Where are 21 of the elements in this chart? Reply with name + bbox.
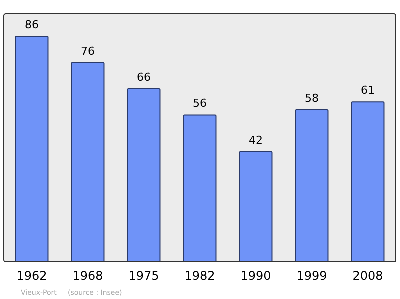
bar [239, 151, 273, 262]
x-tick-label: 1990 [240, 269, 272, 283]
bar [295, 109, 329, 262]
data-label: 42 [249, 134, 263, 147]
data-label: 58 [305, 92, 319, 105]
bar [15, 36, 49, 262]
data-label: 66 [137, 70, 151, 84]
data-label: 76 [81, 44, 95, 58]
x-tick-label: 1999 [296, 269, 328, 283]
bar [183, 114, 217, 262]
bar [71, 62, 105, 262]
x-tick-label: 1968 [72, 269, 104, 283]
x-tick-label: 1962 [16, 269, 48, 283]
x-tick-label: 2008 [352, 269, 384, 283]
x-tick-label: 1982 [184, 269, 216, 283]
data-label: 61 [361, 84, 375, 98]
bar [351, 102, 385, 262]
data-label: 56 [193, 97, 207, 110]
x-tick-label: 1975 [128, 269, 160, 283]
bar [127, 88, 161, 262]
data-label: 86 [25, 18, 39, 32]
